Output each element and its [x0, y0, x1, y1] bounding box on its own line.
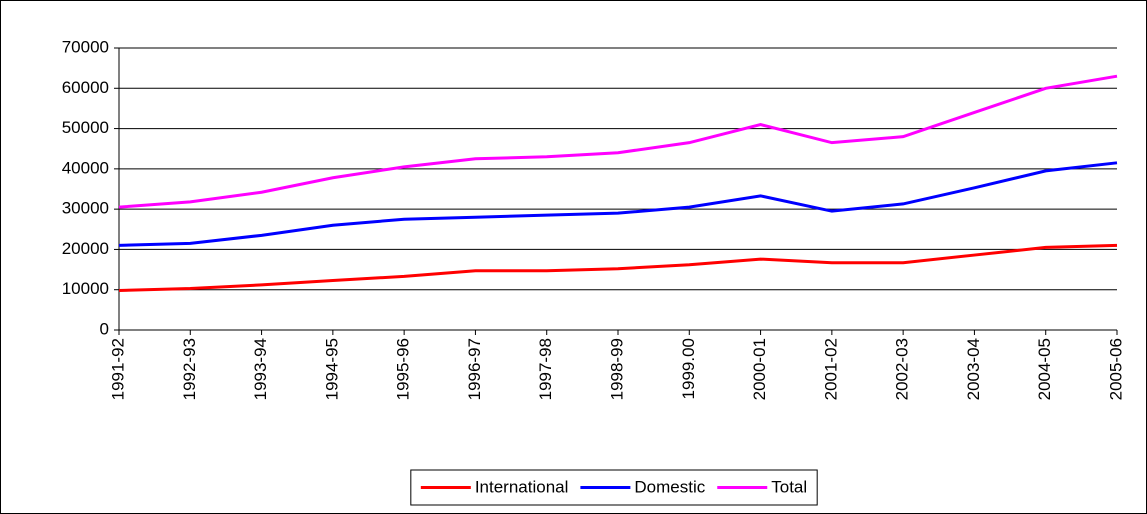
- series-line: [118, 243, 1118, 293]
- x-tick-label: 2004-05: [1035, 338, 1054, 400]
- legend-label: Domestic: [634, 477, 705, 496]
- x-tick-label: 1998-99: [607, 338, 626, 400]
- x-tick-label: 1994-95: [322, 338, 341, 400]
- x-tick-label: 1991-92: [108, 338, 127, 400]
- y-tick-label: 40000: [62, 158, 109, 177]
- y-tick-label: 60000: [62, 78, 109, 97]
- x-tick-label: 2003-04: [964, 338, 983, 400]
- y-tick-label: 50000: [62, 118, 109, 137]
- x-tick-label: 1996-97: [465, 338, 484, 400]
- series-line: [118, 161, 1118, 247]
- x-tick-label: 2002-03: [893, 338, 912, 400]
- x-tick-label: 2005-06: [1106, 338, 1125, 400]
- legend: International Domestic Total: [410, 469, 818, 506]
- x-tick-label: 2001-02: [821, 338, 840, 400]
- y-tick-label: 30000: [62, 199, 109, 218]
- x-tick-label: 1993-94: [251, 338, 270, 400]
- y-tick-label: 20000: [62, 239, 109, 258]
- x-tick-label: 2000-01: [750, 338, 769, 400]
- x-tick-label: 1992-93: [180, 338, 199, 400]
- legend-label: Total: [771, 477, 807, 496]
- y-tick-label: 10000: [62, 279, 109, 298]
- x-tick-label: 1995-96: [394, 338, 413, 400]
- y-tick-label: 70000: [62, 37, 109, 56]
- y-tick-label: 0: [100, 319, 109, 338]
- legend-label: International: [475, 477, 569, 496]
- x-tick-label: 1997-98: [536, 338, 555, 400]
- series-line: [118, 74, 1118, 209]
- x-tick-label: 1999.00: [679, 338, 698, 399]
